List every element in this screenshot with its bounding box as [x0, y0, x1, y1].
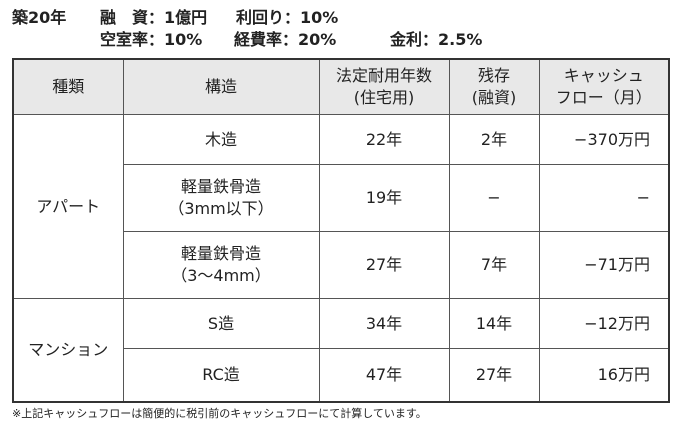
cell-line: 軽量鉄骨造: [180, 177, 261, 196]
column-header: 残存 (融資): [448, 58, 540, 115]
row: アパート 木造 22年 2年 −370万円: [12, 114, 670, 299]
structure: S造: [122, 298, 320, 349]
column-header: キャッシュフロー（月）: [538, 58, 670, 115]
cell-line: 種類: [52, 77, 85, 96]
header-row: 種類 構造 法定耐用年数 (住宅用) 残存 (融資) キャッシュフロー（月）: [12, 58, 670, 115]
remaining: 27年: [448, 348, 540, 402]
footnote: ※上記キャッシュフローは簡便的に税引前のキャッシュフローにて計算しています。: [12, 407, 427, 420]
group-name: マンション: [12, 298, 124, 402]
cell-line: (融資): [471, 88, 517, 107]
row: RC造 47年 27年 16万円: [13, 348, 670, 402]
group-name: アパート: [12, 114, 124, 299]
condition: 利回り：10%: [236, 8, 339, 27]
cell-line: キャッシュ: [563, 66, 644, 85]
row: マンション S造 34年 14年 −12万円: [12, 298, 670, 402]
life: 47年: [318, 348, 450, 402]
cashflow: −12万円: [538, 298, 670, 349]
column-header: 種類: [12, 58, 124, 115]
cashflow: −71万円: [538, 231, 670, 299]
condition: 経費率：20%: [234, 30, 337, 49]
column-header: 法定耐用年数 (住宅用): [318, 58, 450, 115]
cell-line: 構造: [204, 77, 237, 96]
life: 19年: [318, 164, 450, 232]
condition: 融 資：1億円: [100, 8, 208, 27]
table: 種類 構造 法定耐用年数 (住宅用) 残存 (融資) キャッシュフロー（月） アパート 木造 2…: [12, 58, 670, 403]
condition: 金利：2.5%: [390, 30, 483, 49]
cashflow: −370万円: [538, 114, 670, 165]
cell-line: 木造: [204, 129, 237, 149]
structure: RC造: [122, 348, 320, 402]
cell-line: RC造: [202, 364, 240, 384]
remaining: 14年: [448, 298, 540, 349]
cell-line: フロー（月）: [555, 88, 652, 107]
life: 34年: [318, 298, 450, 349]
cashflow: −: [538, 164, 670, 232]
cell-line: S造: [207, 313, 235, 333]
remaining: −: [448, 164, 540, 232]
structure: 軽量鉄骨造 （3mm以下）: [122, 164, 320, 232]
cell-line: 残存: [477, 66, 510, 85]
age: 築20年: [12, 8, 67, 27]
row: 軽量鉄骨造 （3mm以下） 19年 − −: [13, 164, 670, 232]
cell-line: 軽量鉄骨造: [180, 244, 261, 263]
cell-line: (住宅用): [353, 88, 415, 107]
column-header: 構造: [122, 58, 320, 115]
remaining: 2年: [448, 114, 540, 165]
life: 22年: [318, 114, 450, 165]
cell-line: （3〜4mm）: [171, 266, 271, 285]
life: 27年: [318, 231, 450, 299]
structure: 木造: [122, 114, 320, 165]
cell-line: 法定耐用年数: [335, 66, 432, 85]
remaining: 7年: [448, 231, 540, 299]
condition: 空室率：10%: [100, 30, 203, 49]
structure: 軽量鉄骨造 （3〜4mm）: [122, 231, 320, 299]
cell-line: （3mm以下）: [168, 199, 274, 218]
row: 軽量鉄骨造 （3〜4mm） 27年 7年 −71万円: [13, 231, 670, 299]
cashflow: 16万円: [538, 348, 670, 402]
